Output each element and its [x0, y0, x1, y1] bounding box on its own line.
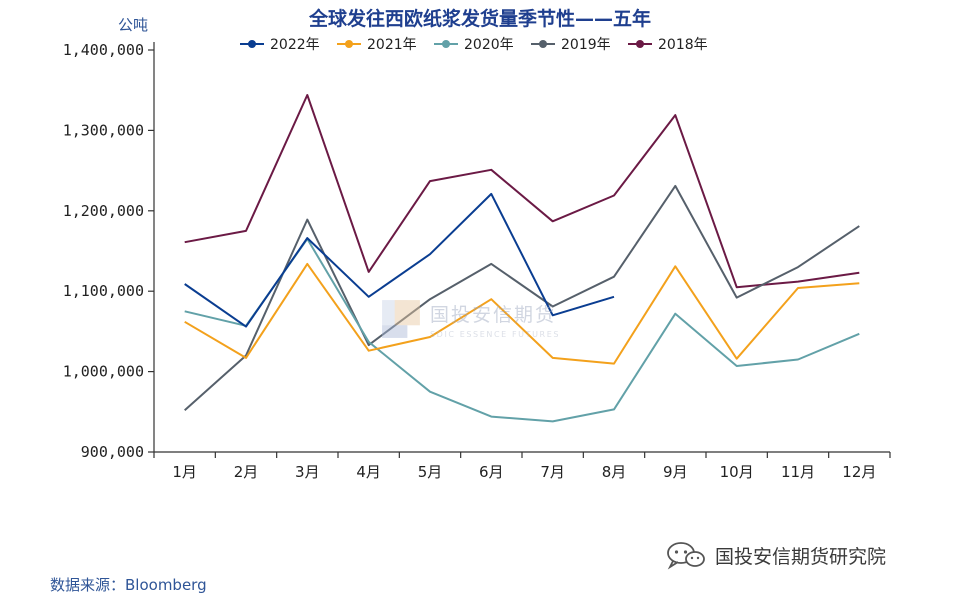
legend-label-2018: 2018年: [658, 37, 708, 53]
legend-label-2019: 2019年: [561, 37, 611, 53]
x-tick-label: 10月: [720, 463, 754, 481]
x-tick-label: 11月: [781, 463, 815, 481]
series-line-2021: [184, 262, 860, 365]
legend-marker-2021: [345, 40, 353, 48]
y-axis: 900,000 1,000,000 1,100,000 1,200,000 1,300,…: [63, 41, 155, 461]
y-tick-label: 900,000: [81, 443, 144, 461]
y-tick-label: 1,400,000: [63, 41, 144, 59]
x-tick-label: 3月: [295, 463, 320, 481]
x-tick-label: 7月: [540, 463, 565, 481]
data-source-note: 数据来源：Bloomberg: [50, 576, 207, 594]
brand-name: 国投安信期货研究院: [715, 545, 887, 568]
y-tick-label: 1,100,000: [63, 282, 144, 300]
legend-label-2020: 2020年: [464, 37, 514, 53]
legend-marker-2019: [539, 40, 547, 48]
x-axis: 1月 2月 3月 4月 5月 6月 7月 8月 9月 10月 11月 12月: [153, 451, 891, 481]
watermark-company-en: SDIC ESSENCE FUTURES: [430, 329, 561, 339]
x-tick-label: 12月: [842, 463, 876, 481]
legend-marker-2020: [442, 40, 450, 48]
x-tick-label: 6月: [479, 463, 504, 481]
x-tick-label: 8月: [602, 463, 627, 481]
legend-label-2022: 2022年: [270, 37, 320, 53]
x-tick-label: 9月: [663, 463, 688, 481]
legend-label-2021: 2021年: [367, 37, 417, 53]
x-tick-label: 1月: [172, 463, 197, 481]
y-tick-label: 1,000,000: [63, 363, 144, 381]
x-tick-label: 2月: [234, 463, 259, 481]
legend-marker-2018: [636, 40, 644, 48]
x-tick-label: 4月: [356, 463, 381, 481]
x-tick-label: 5月: [418, 463, 443, 481]
wechat-icon: [667, 542, 705, 570]
legend-marker-2022: [248, 40, 256, 48]
y-tick-label: 1,300,000: [63, 121, 144, 139]
watermark: 国投安信期货 SDIC ESSENCE FUTURES: [380, 298, 560, 340]
sdic-logo-icon: [382, 300, 420, 338]
series-line-2018: [184, 94, 860, 289]
y-tick-label: 1,200,000: [63, 202, 144, 220]
chart-title: 全球发往西欧纸浆发货量季节性——五年: [308, 8, 651, 30]
series-line-2022: [184, 192, 615, 328]
watermark-company-cn: 国投安信期货: [430, 303, 557, 326]
legend: 2022年 2021年 2020年 2019年 2018年: [240, 37, 708, 53]
y-axis-unit-label: 公吨: [118, 16, 149, 34]
series-line-2019: [184, 184, 860, 411]
series-layer: [184, 94, 860, 423]
brand-footer: 国投安信期货研究院: [665, 540, 886, 570]
